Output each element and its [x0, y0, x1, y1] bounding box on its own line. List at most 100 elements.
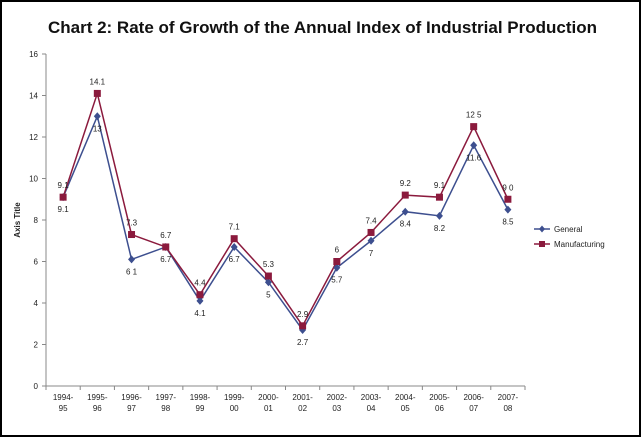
- x-tick-label-line1: 2000-: [258, 393, 279, 402]
- general-point: [367, 236, 375, 245]
- y-tick-label: 14: [29, 92, 38, 101]
- x-tick-label-line2: 06: [435, 404, 444, 413]
- x-tick-label-line1: 2006-: [463, 393, 484, 402]
- legend-general-label: General: [554, 225, 583, 234]
- x-tick-label-line2: 07: [469, 404, 478, 413]
- general-data-label: 8.5: [502, 218, 514, 227]
- manufacturing-point: [128, 231, 136, 239]
- legend-manufacturing-marker: [539, 241, 545, 247]
- general-point: [264, 278, 272, 287]
- manufacturing-data-label: 9.2: [400, 179, 412, 188]
- general-data-label: 5: [266, 290, 271, 299]
- x-tick-label-line2: 04: [367, 404, 376, 413]
- x-tick-label-line1: 1997-: [156, 393, 177, 402]
- y-tick-label: 10: [29, 175, 38, 184]
- x-tick-label-line1: 2007-: [498, 393, 519, 402]
- manufacturing-point: [435, 193, 443, 201]
- general-data-label: 8.4: [400, 220, 412, 229]
- y-tick-label: 16: [29, 50, 38, 59]
- y-tick-label: 12: [29, 133, 38, 142]
- manufacturing-data-label: 14.1: [90, 77, 106, 86]
- manufacturing-point: [470, 123, 478, 131]
- x-tick-label-line2: 01: [264, 404, 273, 413]
- x-tick-label-line2: 02: [298, 404, 307, 413]
- manufacturing-data-label: 7.3: [126, 219, 138, 228]
- general-point: [230, 242, 238, 251]
- x-tick-label-line2: 03: [332, 404, 341, 413]
- general-point: [470, 141, 478, 150]
- x-tick-label-line2: 05: [401, 404, 410, 413]
- manufacturing-data-label: 9.1: [434, 181, 446, 190]
- general-data-label: 6.7: [229, 255, 241, 264]
- y-tick-label: 4: [34, 299, 39, 308]
- general-series-line: [62, 113, 509, 332]
- x-tick-label-line2: 08: [503, 404, 512, 413]
- general-data-label: 8.2: [434, 224, 446, 233]
- general-point: [333, 263, 341, 272]
- manufacturing-point: [230, 235, 238, 243]
- manufacturing-data-label: 9.1: [58, 181, 70, 190]
- x-tick-label-line1: 2001-: [292, 393, 313, 402]
- general-data-label: 13: [93, 124, 102, 133]
- general-data-label: 4.1: [194, 309, 206, 318]
- y-axis-title: Axis Title: [13, 202, 22, 238]
- x-tick-label-line2: 97: [127, 404, 136, 413]
- general-point: [196, 296, 204, 305]
- general-point: [401, 207, 409, 216]
- manufacturing-data-label: 2.9: [297, 310, 309, 319]
- y-tick-label: 2: [34, 341, 39, 350]
- general-data-label: 6 1: [126, 267, 138, 276]
- y-tick-label: 8: [34, 216, 39, 225]
- general-data-label: 9.1: [58, 205, 70, 214]
- x-tick-label-line2: 98: [161, 404, 170, 413]
- manufacturing-point: [367, 228, 375, 236]
- x-tick-label-line1: 1994-: [53, 393, 74, 402]
- general-data-label: 7: [369, 249, 374, 258]
- general-data-label: 6.7: [160, 255, 172, 264]
- manufacturing-point: [59, 193, 67, 201]
- manufacturing-point: [401, 191, 409, 199]
- x-tick-label-line1: 1996-: [121, 393, 142, 402]
- x-tick-label-line1: 1998-: [190, 393, 211, 402]
- x-tick-label-line1: 2003-: [361, 393, 382, 402]
- chart-title: Chart 2: Rate of Growth of the Annual In…: [47, 18, 598, 37]
- general-data-label: 11.6: [466, 153, 482, 162]
- manufacturing-data-label: 6: [335, 246, 340, 255]
- manufacturing-point: [162, 243, 170, 251]
- x-tick-label-line2: 95: [59, 404, 68, 413]
- general-point: [128, 255, 136, 264]
- general-data-label: 2.7: [297, 338, 309, 347]
- legend-manufacturing-label: Manufacturing: [554, 240, 605, 249]
- x-tick-label-line1: 2002-: [327, 393, 348, 402]
- x-tick-label-line2: 99: [196, 404, 205, 413]
- manufacturing-data-label: 12 5: [466, 111, 482, 120]
- manufacturing-data-label: 6.7: [160, 231, 172, 240]
- general-point: [435, 211, 443, 220]
- x-tick-label-line1: 1999-: [224, 393, 245, 402]
- x-tick-label-line1: 2005-: [429, 393, 450, 402]
- general-data-label: 5.7: [331, 276, 343, 285]
- manufacturing-data-label: 4.4: [194, 279, 206, 288]
- y-tick-label: 6: [34, 258, 39, 267]
- x-tick-label-line1: 1995-: [87, 393, 108, 402]
- manufacturing-point: [93, 89, 101, 97]
- manufacturing-data-label: 9 0: [502, 183, 514, 192]
- y-tick-label: 0: [34, 382, 39, 391]
- manufacturing-data-label: 7.1: [229, 223, 241, 232]
- manufacturing-point: [504, 195, 512, 203]
- manufacturing-point: [333, 258, 341, 265]
- manufacturing-point: [196, 291, 204, 299]
- x-tick-label-line2: 00: [230, 404, 239, 413]
- x-tick-label-line2: 96: [93, 404, 102, 413]
- legend-general-marker: [539, 225, 545, 233]
- x-tick-label-line1: 2004-: [395, 393, 416, 402]
- manufacturing-series-line: [62, 90, 509, 328]
- manufacturing-data-label: 7.4: [365, 216, 377, 225]
- manufacturing-data-label: 5.3: [263, 260, 275, 269]
- general-point: [93, 112, 101, 121]
- manufacturing-point: [299, 322, 307, 330]
- manufacturing-point: [264, 272, 272, 280]
- general-point: [504, 205, 512, 214]
